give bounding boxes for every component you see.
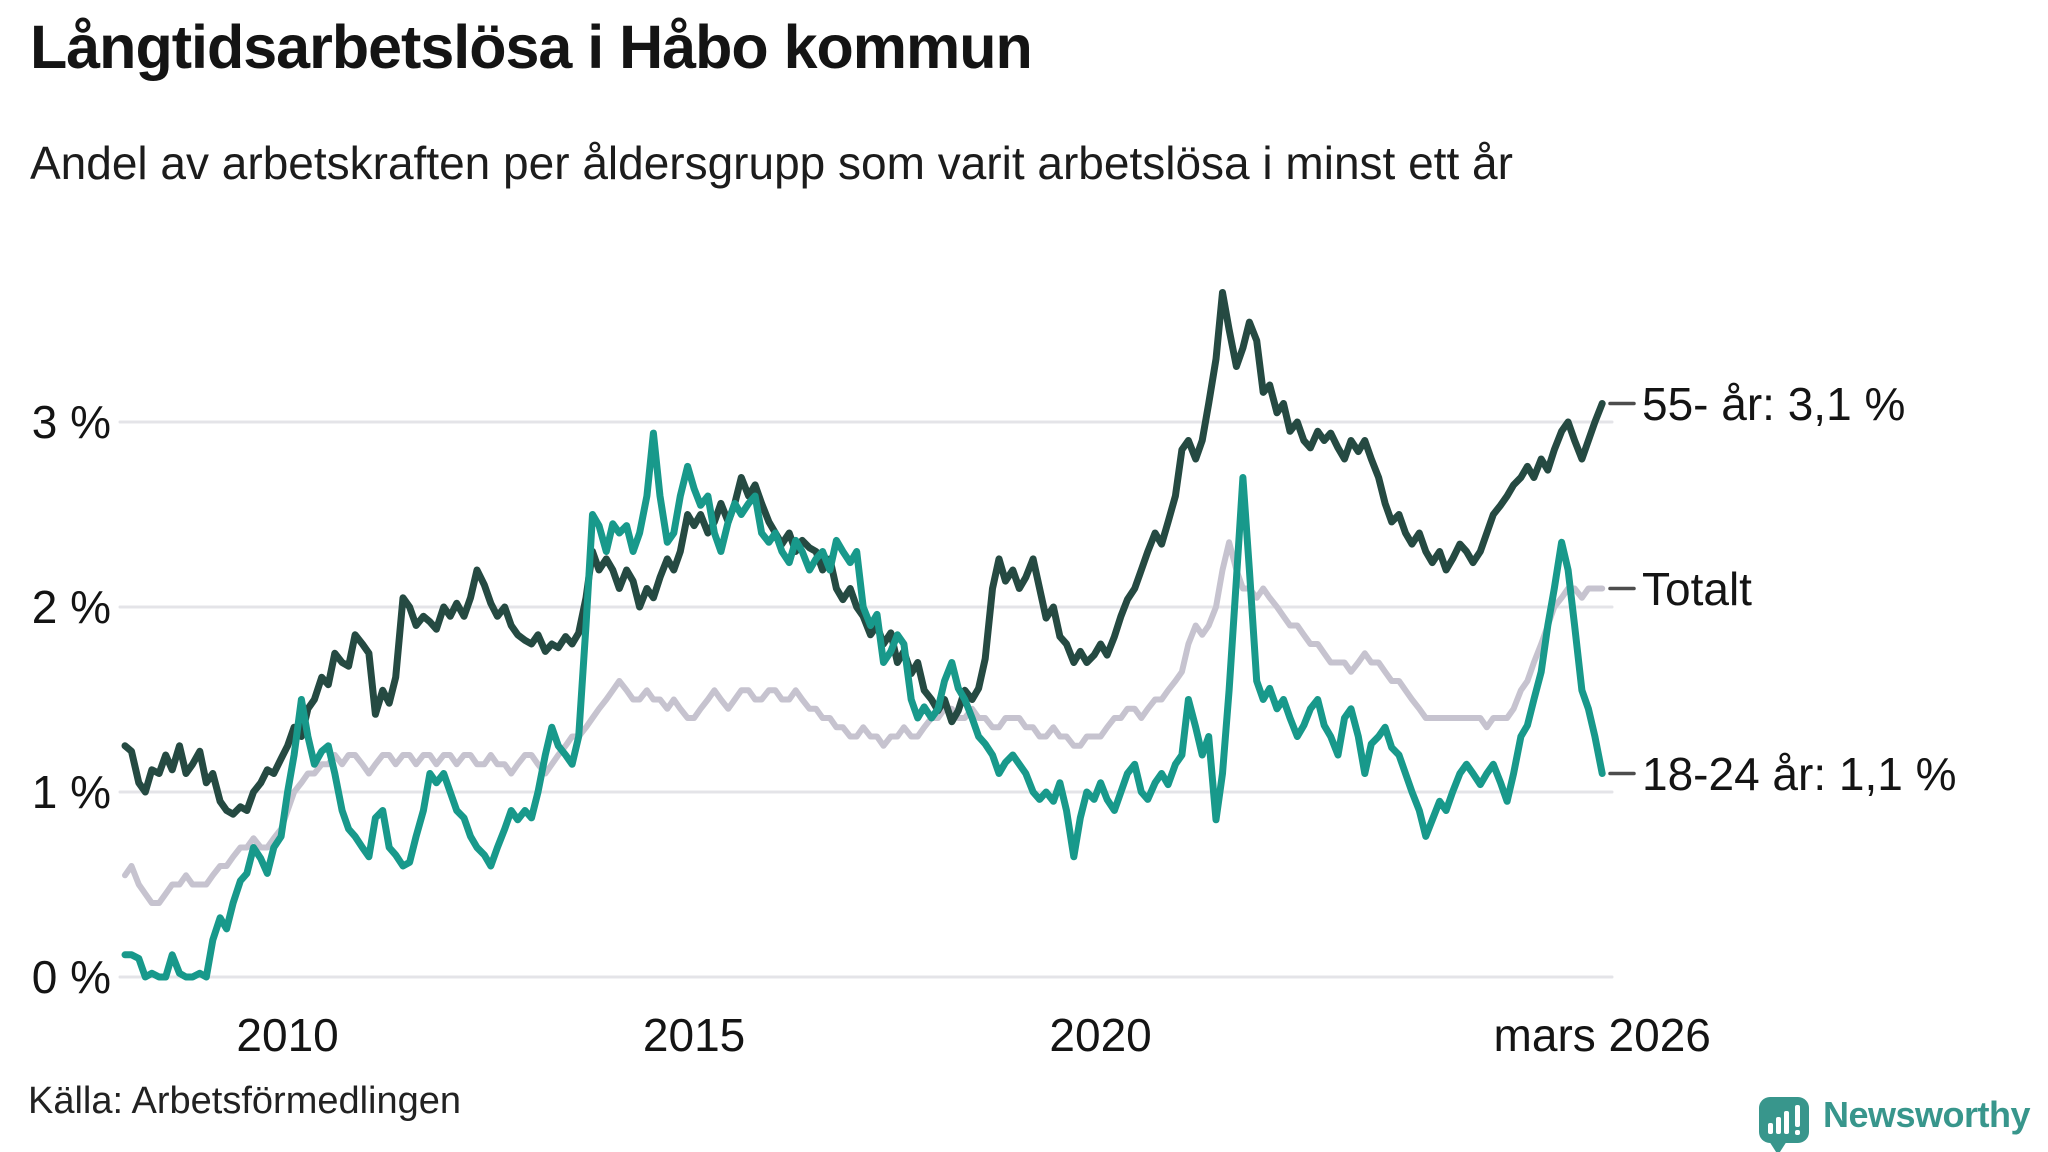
- newsworthy-wordmark: Newsworthy: [1822, 1094, 2031, 1135]
- series-end-label-55-r: 55- år: 3,1 %: [1642, 377, 1906, 430]
- bar-chart-icon: [1783, 1111, 1789, 1134]
- page-title: Långtidsarbetslösa i Håbo kommun: [30, 13, 1033, 81]
- source-note: Källa: Arbetsförmedlingen: [28, 1080, 462, 1122]
- series-end-label-totalt: Totalt: [1642, 562, 1752, 615]
- x-axis-tick-label: 2010: [236, 1009, 339, 1061]
- series-end-label-18-24-r: 18-24 år: 1,1 %: [1642, 747, 1957, 800]
- x-axis-tick-label: mars 2026: [1493, 1009, 1711, 1061]
- newsworthy-logo-icon: [1758, 1097, 1809, 1152]
- y-axis-tick-label: 3 %: [31, 396, 111, 448]
- newsworthy-logo: Newsworthy: [1758, 1088, 2031, 1152]
- exclamation-icon: [1794, 1105, 1800, 1127]
- y-axis-tick-label: 0 %: [31, 951, 111, 1003]
- x-axis-tick-label: 2015: [642, 1009, 746, 1061]
- x-axis-tick-label: 2020: [1049, 1009, 1152, 1061]
- bar-chart-icon: [1775, 1117, 1781, 1134]
- exclamation-icon: [1794, 1130, 1800, 1135]
- series-line-totalt: [122, 539, 1606, 906]
- bar-chart-icon: [1767, 1123, 1773, 1134]
- y-axis-tick-label: 2 %: [31, 581, 111, 633]
- y-axis-tick-label: 1 %: [31, 766, 111, 818]
- series-line-18-24-r: [121, 429, 1606, 981]
- chart-subtitle: Andel av arbetskraften per åldersgrupp s…: [30, 137, 1513, 189]
